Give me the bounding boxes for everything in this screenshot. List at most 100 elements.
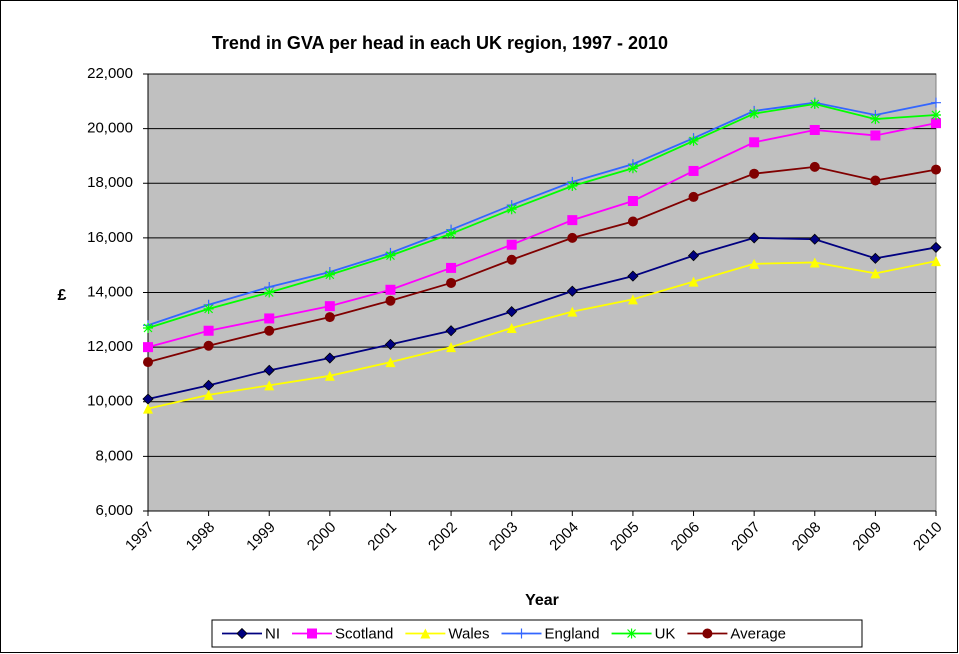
y-tick-label: 22,000 (87, 65, 133, 82)
marker (446, 262, 457, 273)
marker (264, 325, 275, 336)
marker (870, 130, 881, 141)
marker (809, 257, 820, 268)
marker (324, 352, 336, 364)
marker (627, 196, 638, 207)
marker (385, 295, 396, 306)
marker (931, 164, 941, 175)
legend-marker (626, 628, 637, 639)
marker (931, 97, 941, 108)
marker (567, 306, 578, 317)
legend-label: England (545, 625, 600, 642)
y-tick-label: 20,000 (87, 120, 133, 137)
marker (143, 342, 153, 353)
marker (446, 342, 457, 353)
legend-label: Wales (448, 625, 489, 642)
marker (445, 325, 457, 337)
marker (566, 285, 578, 297)
marker (930, 241, 942, 253)
legend: NI Scotland Wales England UK Average (211, 619, 863, 648)
marker (567, 232, 578, 243)
marker (324, 269, 335, 280)
chart-title: Trend in GVA per head in each UK region,… (212, 33, 668, 53)
marker (749, 258, 760, 269)
marker (687, 250, 700, 262)
marker (384, 338, 397, 350)
y-tick-label: 8,000 (95, 447, 133, 464)
legend-marker (702, 628, 713, 639)
marker (748, 232, 760, 244)
marker (627, 216, 638, 227)
legend-label: Scotland (335, 625, 393, 642)
marker (385, 250, 396, 261)
marker (143, 403, 153, 414)
marker (324, 370, 335, 381)
marker (385, 284, 396, 295)
marker (263, 364, 275, 376)
legend-marker (307, 628, 317, 639)
series-line (147, 165, 937, 364)
marker (931, 118, 941, 129)
legend-marker (420, 628, 431, 639)
series-line (147, 260, 937, 410)
marker (688, 191, 699, 202)
x-axis-label: Year (525, 592, 559, 609)
marker (749, 137, 760, 148)
y-tick-label: 10,000 (87, 393, 133, 410)
marker (809, 99, 820, 110)
marker (809, 233, 821, 245)
marker (385, 357, 396, 368)
legend-label: UK (655, 625, 676, 642)
marker (264, 380, 275, 391)
marker (506, 323, 517, 334)
marker (143, 357, 153, 368)
marker (870, 175, 881, 186)
marker (809, 124, 820, 135)
y-tick-label: 14,000 (87, 283, 133, 300)
legend-marker (516, 628, 527, 639)
marker (688, 135, 699, 146)
marker (203, 325, 214, 336)
marker (506, 254, 517, 265)
marker (264, 287, 275, 298)
marker (506, 204, 517, 215)
series-line (147, 103, 937, 329)
marker (749, 168, 760, 179)
legend-label: NI (265, 625, 280, 642)
series-line (147, 122, 937, 348)
marker (567, 215, 578, 226)
marker (931, 256, 941, 267)
y-axis-label: £ (58, 287, 67, 304)
marker (264, 313, 275, 324)
y-tick-label: 6,000 (95, 502, 133, 519)
marker (506, 306, 518, 318)
marker (567, 180, 578, 191)
marker (870, 268, 881, 279)
marker (627, 270, 639, 282)
marker (688, 276, 699, 287)
marker (506, 239, 517, 250)
marker (870, 114, 881, 125)
marker (143, 323, 153, 334)
marker (446, 228, 457, 239)
marker (627, 163, 638, 174)
series-line (147, 101, 937, 327)
marker (869, 252, 881, 264)
marker (203, 303, 214, 314)
y-tick-label: 18,000 (87, 174, 133, 191)
marker (749, 108, 760, 119)
marker (203, 389, 214, 400)
legend-marker (236, 627, 248, 640)
legend-label: Average (730, 625, 786, 642)
marker (809, 161, 820, 172)
marker (931, 109, 941, 120)
series-line (147, 236, 937, 400)
marker (627, 294, 638, 305)
marker (446, 277, 457, 288)
marker (324, 301, 335, 312)
y-tick-label: 16,000 (87, 229, 133, 246)
marker (324, 312, 335, 323)
marker (203, 340, 214, 351)
marker (688, 165, 699, 176)
